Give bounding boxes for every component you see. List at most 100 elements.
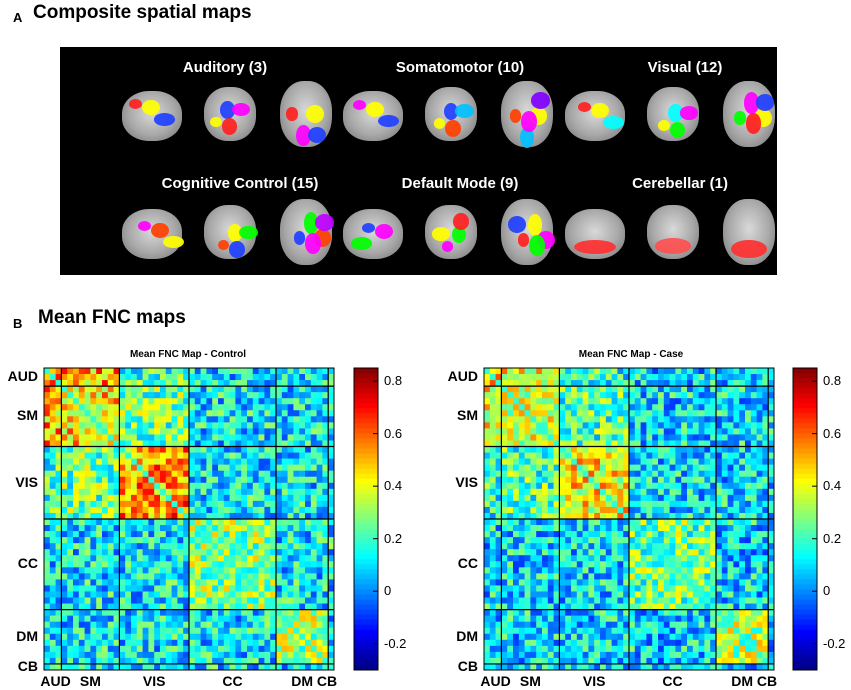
heatmap-cell [84,645,91,653]
heatmap-cell [49,416,56,423]
heatmap-cell [247,464,254,471]
heatmap-cell [328,549,335,556]
heatmap-cell [258,488,265,496]
heatmap-cell [536,458,543,465]
heatmap-cell [113,374,120,381]
heatmap-cell [305,428,312,435]
heatmap-cell [513,531,520,538]
heatmap-cell [727,512,734,520]
heatmap-cell [276,555,283,562]
heatmap-cell [44,398,51,405]
heatmap-cell [165,404,172,411]
heatmap-cell [136,591,143,598]
heatmap-cell [218,428,225,435]
heatmap-cell [102,368,109,375]
heatmap-cell [652,440,659,447]
heatmap-cell [698,500,705,508]
heatmap-cell [90,416,97,423]
heatmap-cell [281,621,288,629]
heatmap-cell [102,494,109,502]
heatmap-cell [113,458,120,465]
heatmap-cell [287,555,294,562]
heatmap-cell [565,543,572,550]
heatmap-cell [61,458,68,465]
heatmap-cell [507,464,514,471]
heatmap-cell [669,482,676,490]
heatmap-cell [55,549,62,556]
heatmap-cell [484,428,491,435]
heatmap-cell [501,537,508,544]
heatmap-cell [565,398,572,405]
heatmap-cell [495,386,502,393]
heatmap-cell [582,422,589,429]
heatmap-cell [310,561,317,568]
heatmap-cell [200,645,207,653]
heatmap-cell [623,512,630,520]
heatmap-cell [90,488,97,496]
heatmap-cell [310,500,317,508]
heatmap-cell [594,458,601,465]
heatmap-cell [617,392,624,399]
heatmap-cell [542,597,549,604]
heatmap-cell [739,621,746,629]
heatmap-cell [322,470,329,478]
heatmap-cell [270,422,277,429]
heatmap-cell [727,386,734,393]
heatmap-cell [235,639,242,647]
heatmap-cell [189,531,196,538]
heatmap-cell [183,555,190,562]
heatmap-cell [206,404,213,411]
heatmap-cell [223,476,230,484]
heatmap-cell [571,392,578,399]
heatmap-cell [264,512,271,520]
heatmap-cell [78,482,85,490]
heatmap-cell [745,519,752,526]
heatmap-cell [322,639,329,647]
heatmap-cell [542,633,549,641]
heatmap-cell [594,428,601,435]
heatmap-cell [55,434,62,441]
heatmap-cell [571,591,578,598]
heatmap-cell [710,410,717,417]
heatmap-cell [113,476,120,484]
heatmap-cell [67,597,74,604]
heatmap-cell [276,615,283,622]
heatmap-cell [524,398,531,405]
heatmap-cell [675,428,682,435]
heatmap-cell [299,422,306,429]
heatmap-cell [745,561,752,568]
heatmap-cell [241,663,248,671]
heatmap-cell [675,591,682,598]
heatmap-cell [270,488,277,496]
heatmap-cell [745,585,752,592]
heatmap-cell [594,422,601,429]
heatmap-cell [49,452,56,459]
heatmap-cell [559,386,566,393]
heatmap-cell [669,374,676,381]
heatmap-cell [745,392,752,399]
heatmap-cell [530,603,537,610]
heatmap-cell [634,639,641,647]
heatmap-cell [247,657,254,665]
heatmap-cell [84,639,91,647]
heatmap-cell [698,440,705,447]
heatmap-cell [716,519,723,526]
heatmap-cell [663,392,670,399]
heatmap-cell [281,446,288,453]
heatmap-cell [489,555,496,562]
heatmap-cell [218,452,225,459]
heatmap-cell [716,531,723,538]
heatmap-cell [698,512,705,520]
heatmap-cell [756,386,763,393]
heatmap-cell [547,452,554,459]
heatmap-cell [559,543,566,550]
heatmap-cell [733,422,740,429]
heatmap-cell [739,410,746,417]
heatmap-cell [235,651,242,659]
heatmap-cell [710,392,717,399]
heatmap-cell [113,500,120,508]
heatmap-cell [605,458,612,465]
heatmap-cell [183,506,190,514]
heatmap-cell [252,627,259,635]
heatmap-cell [67,386,74,393]
